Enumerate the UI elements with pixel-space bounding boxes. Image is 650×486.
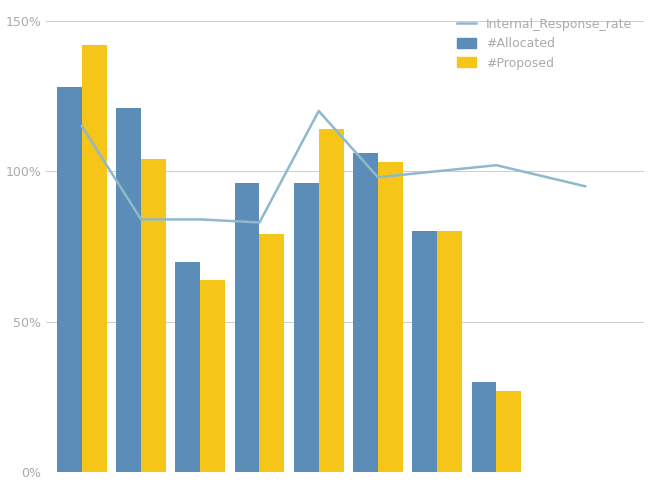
Bar: [259, 234, 284, 472]
Bar: [57, 87, 82, 472]
Bar: [471, 382, 497, 472]
Bar: [82, 45, 107, 472]
Legend: Internal_Response_rate, #Allocated, #Proposed: Internal_Response_rate, #Allocated, #Pro…: [450, 12, 638, 76]
Bar: [378, 162, 403, 472]
Bar: [116, 108, 141, 472]
Bar: [497, 391, 521, 472]
Bar: [353, 153, 378, 472]
Bar: [200, 279, 225, 472]
Bar: [294, 183, 318, 472]
Bar: [437, 231, 462, 472]
Bar: [176, 261, 200, 472]
Bar: [235, 183, 259, 472]
Bar: [318, 129, 344, 472]
Bar: [141, 159, 166, 472]
Bar: [412, 231, 437, 472]
